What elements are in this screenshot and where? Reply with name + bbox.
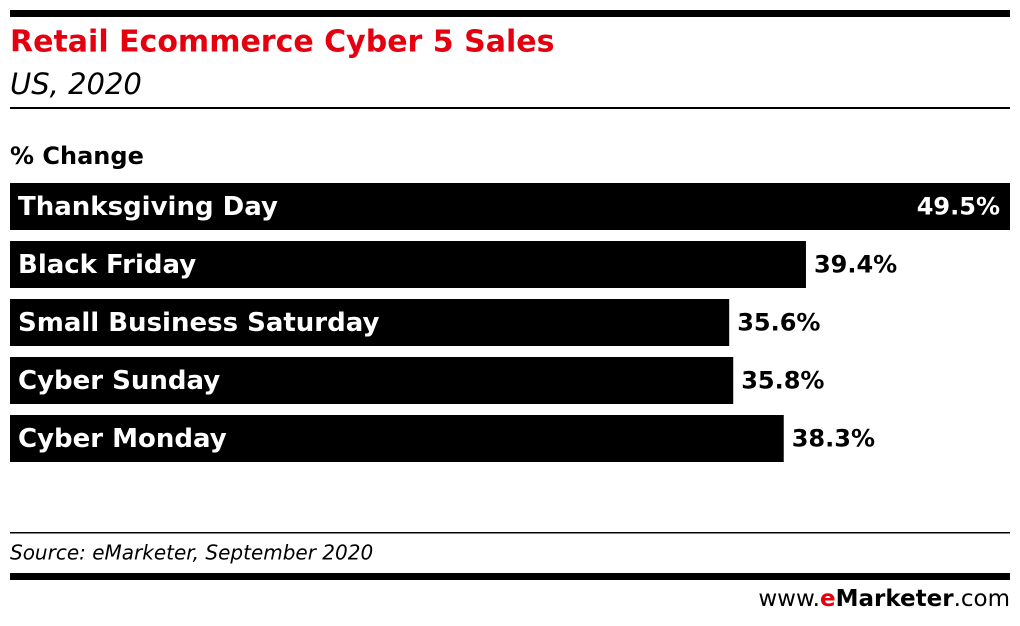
header-rule (10, 107, 1010, 109)
category-label: Small Business Saturday (18, 308, 379, 338)
logo-part: e (820, 586, 836, 612)
bar (10, 183, 1010, 230)
category-label: Thanksgiving Day (18, 192, 278, 222)
source: Source: eMarketer, September 2020 (10, 541, 373, 565)
bottom-rule (10, 573, 1010, 580)
logo: www.eMarketer.com (758, 586, 1010, 612)
bar (10, 357, 734, 404)
bar (10, 415, 784, 462)
bar (10, 241, 806, 288)
category-label: Black Friday (18, 250, 196, 280)
value-label: 38.3% (792, 425, 875, 453)
footer-rule (10, 532, 1010, 534)
category-label: Cyber Sunday (18, 366, 220, 396)
value-label: 35.6% (737, 309, 820, 337)
value-label: 49.5% (917, 193, 1000, 221)
logo-part: .com (954, 586, 1010, 612)
logo-part: Marketer (836, 586, 955, 612)
chart-title: Retail Ecommerce Cyber 5 Sales (10, 25, 554, 60)
logo-part: www. (758, 586, 820, 612)
axis-label: % Change (10, 142, 144, 170)
chart-subtitle: US, 2020 (10, 67, 142, 101)
value-label: 39.4% (814, 251, 897, 279)
top-rule (10, 10, 1010, 17)
value-label: 35.8% (741, 367, 824, 395)
bar (10, 299, 730, 346)
category-label: Cyber Monday (18, 424, 227, 454)
